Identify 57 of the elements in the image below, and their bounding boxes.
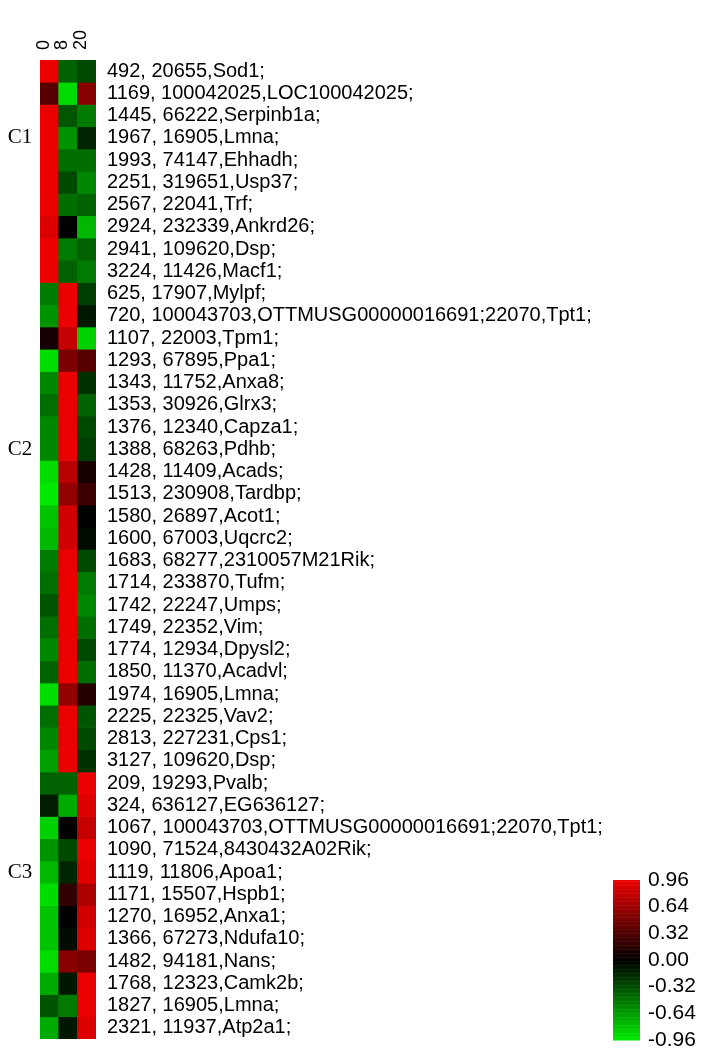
y-tick-label: 1107, 22003,Tpm1; [107, 325, 279, 348]
x-tick-label: 20 [70, 29, 91, 50]
color-bar-label: 0.00 [648, 946, 689, 970]
y-tick-label: 1850, 11370,Acadvl; [107, 659, 288, 682]
y-tick-label: 1774, 12934,Dpysl2; [107, 637, 291, 660]
y-tick-label: 209, 19293,Pvalb; [107, 770, 269, 793]
y-tick-label: 1993, 74147,Ehhadh; [107, 147, 299, 170]
y-tick-label: 720, 100043703,OTTMUSG00000016691;22070,Tpt1; [107, 303, 592, 326]
y-tick-label: 1171, 15507,Hspb1; [107, 881, 286, 904]
color-bar-label: -0.64 [648, 1000, 697, 1024]
y-tick-label: 1742, 22247,Umps; [107, 592, 282, 615]
y-tick-label: 1388, 68263,Pdhb; [107, 436, 277, 459]
y-tick-label: 324, 636127,EG636127; [107, 792, 325, 815]
y-tick-label: 2813, 227231,Cps1; [107, 726, 288, 749]
y-tick-label: 1482, 94181,Nans; [107, 948, 277, 971]
color-bar-label: 0.32 [648, 920, 689, 944]
y-tick-label: 1974, 16905,Lmna; [107, 681, 280, 704]
y-tick-label: 1428, 11409,Acads; [107, 459, 284, 482]
y-tick-label: 1376, 12340,Capza1; [107, 414, 299, 437]
y-tick-label: 2924, 232339,Ankrd26; [107, 214, 315, 237]
color-bar-label: 0.96 [648, 866, 689, 890]
text: C2 [7, 435, 33, 460]
y-tick-label: 1768, 12323,Camk2b; [107, 970, 304, 993]
y-tick-label: 2567, 22041,Trf; [107, 192, 254, 215]
x-tick-label: 8 [51, 39, 72, 50]
y-tick-label: 1600, 67003,Uqcrc2; [107, 525, 293, 548]
y-tick-label: 2321, 11937,Atp2a1; [107, 1015, 292, 1038]
y-tick-label: 2225, 22325,Vav2; [107, 703, 274, 726]
y-tick-label: 625, 17907,Mylpf; [107, 281, 266, 304]
y-tick-label: 1513, 230908,Tardbp; [107, 481, 302, 504]
text: C1 [7, 124, 33, 149]
y-tick-label: 1270, 16952,Anxa1; [107, 904, 287, 927]
y-tick-label: 1683, 68277,2310057M21Rik; [107, 548, 375, 571]
y-tick-label: 1366, 67273,Ndufa10; [107, 926, 305, 949]
y-tick-label: 1119, 11806,Apoa1; [107, 859, 283, 882]
x-tick-label: 0 [32, 39, 53, 50]
y-tick-label: 1967, 16905,Lmna; [107, 125, 280, 148]
y-tick-label: 1293, 67895,Ppa1; [107, 347, 277, 370]
y-tick-label: 1714, 233870,Tufm; [107, 570, 286, 593]
y-tick-label: 3224, 11426,Macf1; [107, 258, 283, 281]
y-tick-label: 1343, 11752,Anxa8; [107, 370, 285, 393]
y-tick-label: 1169, 100042025,LOC100042025; [107, 80, 414, 103]
y-tick-label: 2941, 109620,Dsp; [107, 236, 277, 259]
y-tick-label: 492, 20655,Sod1; [107, 58, 265, 81]
text: C3 [7, 858, 33, 883]
y-tick-label: 1749, 22352,Vim; [107, 614, 264, 637]
y-tick-label: 1580, 26897,Acot1; [107, 503, 281, 526]
color-bar-label: 0.64 [648, 893, 690, 917]
y-tick-label: 1090, 71524,8430432A02Rik; [107, 837, 372, 860]
y-tick-label: 2251, 319651,Usp37; [107, 169, 299, 192]
color-bar-label: -0.96 [648, 1026, 696, 1050]
y-tick-label: 1827, 16905,Lmna; [107, 993, 280, 1016]
y-tick-label: 1445, 66222,Serpinb1a; [107, 103, 321, 126]
y-tick-label: 1067, 100043703,OTTMUSG00000016691;22070,Tpt1; [107, 815, 603, 838]
color-bar-label: -0.32 [648, 973, 696, 997]
y-tick-label: 1353, 30926,Glrx3; [107, 392, 278, 415]
y-tick-label: 3127, 109620,Dsp; [107, 748, 277, 771]
